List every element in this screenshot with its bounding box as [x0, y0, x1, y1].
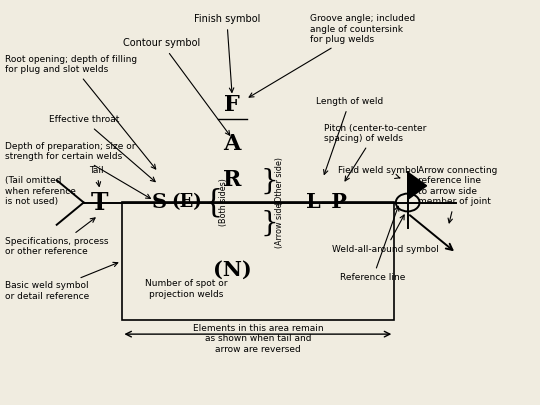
Text: Specifications, process
or other reference: Specifications, process or other referen…	[5, 218, 109, 256]
Text: S: S	[152, 192, 167, 213]
Text: R: R	[223, 169, 241, 191]
Text: L–P: L–P	[306, 192, 347, 213]
Text: (Other side): (Other side)	[275, 158, 284, 205]
Text: Arrow connecting
reference line
to arrow side
member of joint: Arrow connecting reference line to arrow…	[418, 166, 498, 223]
Text: Pitch (center-to-center
spacing) of welds: Pitch (center-to-center spacing) of weld…	[324, 124, 427, 181]
Text: A: A	[224, 133, 241, 155]
Text: (Both sides): (Both sides)	[219, 179, 227, 226]
Text: Finish symbol: Finish symbol	[194, 14, 260, 92]
Text: Field weld symbol: Field weld symbol	[338, 166, 418, 179]
Text: Effective throat: Effective throat	[49, 115, 155, 182]
Text: Contour symbol: Contour symbol	[123, 38, 230, 135]
Text: (N): (N)	[213, 259, 252, 279]
Text: Reference line: Reference line	[340, 206, 406, 282]
Text: Weld-all-around symbol: Weld-all-around symbol	[332, 215, 439, 254]
Text: Root opening; depth of filling
for plug and slot welds: Root opening; depth of filling for plug …	[5, 55, 156, 169]
Text: Number of spot or
projection welds: Number of spot or projection welds	[145, 279, 227, 299]
Text: }: }	[260, 210, 278, 237]
Text: }: }	[260, 168, 278, 195]
Text: F: F	[224, 94, 240, 116]
Text: Elements in this area remain
as shown when tail and
arrow are reversed: Elements in this area remain as shown wh…	[193, 324, 323, 354]
Polygon shape	[408, 172, 427, 200]
Text: (Tail omitted
when reference
is not used): (Tail omitted when reference is not used…	[5, 176, 76, 206]
Text: T: T	[91, 190, 109, 215]
Text: Depth of preparation; size or
strength for certain welds: Depth of preparation; size or strength f…	[5, 142, 151, 198]
Bar	[122, 202, 394, 320]
Text: {: {	[204, 187, 223, 218]
Text: Groove angle; included
angle of countersink
for plug welds: Groove angle; included angle of counters…	[249, 14, 416, 97]
Text: Basic weld symbol
or detail reference: Basic weld symbol or detail reference	[5, 262, 118, 301]
Text: Tail: Tail	[89, 166, 104, 186]
Text: (E): (E)	[171, 194, 201, 211]
Text: Length of weld: Length of weld	[316, 97, 383, 175]
Text: (Arrow side): (Arrow side)	[275, 199, 284, 248]
